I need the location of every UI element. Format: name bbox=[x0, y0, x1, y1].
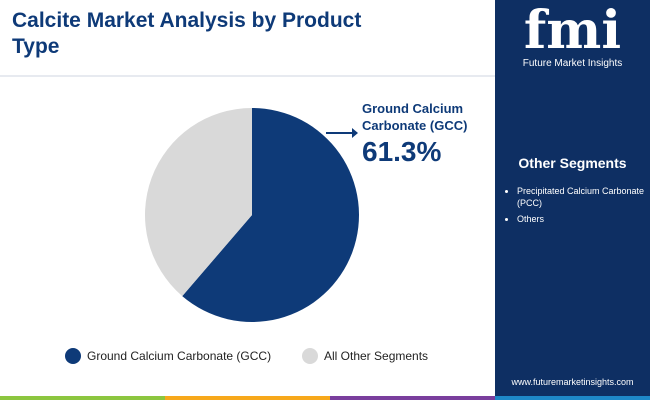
strip bbox=[0, 396, 165, 400]
strip bbox=[165, 396, 330, 400]
pie-slice bbox=[182, 108, 359, 322]
legend-label: All Other Segments bbox=[324, 349, 429, 363]
segments-heading: Other Segments bbox=[518, 155, 627, 171]
strip bbox=[330, 396, 495, 400]
chart-title: Calcite Market Analysis by Product Type bbox=[12, 9, 362, 58]
segment-list: Precipitated Calcium Carbonate (PCC) Oth… bbox=[505, 185, 650, 229]
strip bbox=[495, 396, 650, 400]
sidebar: fmi Future Market Insights Other Segment… bbox=[495, 0, 650, 396]
legend-entry: Ground Calcium Carbonate (GCC) bbox=[65, 348, 271, 364]
legend-label: Ground Calcium Carbonate (GCC) bbox=[87, 349, 272, 363]
segment-item: Precipitated Calcium Carbonate (PCC) bbox=[517, 185, 650, 209]
pie-slice bbox=[145, 108, 252, 297]
legend-swatch bbox=[302, 348, 318, 364]
pie bbox=[145, 108, 359, 322]
legend-swatch bbox=[65, 348, 81, 364]
arrow-head bbox=[352, 128, 358, 138]
logo: fmi bbox=[523, 0, 622, 61]
annotation-label: Ground Calcium Carbonate (GCC) bbox=[362, 101, 468, 133]
brand: Future Market Insights bbox=[522, 58, 623, 69]
website: www.futuremarketinsights.com bbox=[511, 377, 634, 387]
legend-entry: All Other Segments bbox=[302, 348, 428, 364]
segment-item: Others bbox=[517, 213, 650, 225]
value-label: 61.3% bbox=[362, 136, 442, 167]
